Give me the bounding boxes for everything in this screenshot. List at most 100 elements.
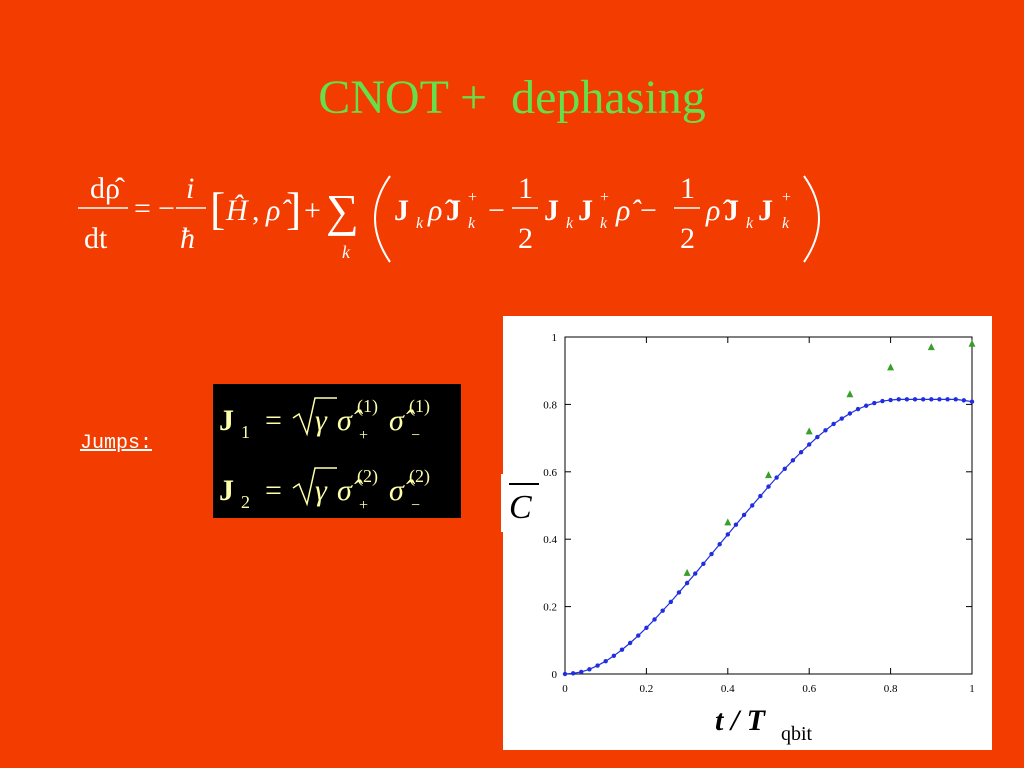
eq-J3: J xyxy=(544,194,559,227)
series-0-point xyxy=(668,599,674,605)
series-1-triangle xyxy=(683,568,691,576)
jump-operators-box: J 1 = γ σ̂ (1) + σ̂ (1) − J 2 = γ σ̂ (2)… xyxy=(213,384,461,518)
x-tick-label: 0.8 xyxy=(884,683,898,695)
series-0-point xyxy=(798,450,804,455)
series-1-triangle xyxy=(805,427,813,435)
series-0-point xyxy=(709,551,714,557)
series-1-triangle xyxy=(927,343,935,351)
series-0-point xyxy=(579,669,584,675)
jump1-sup-minus: (1) xyxy=(409,396,430,417)
eq-i: i xyxy=(186,172,194,205)
series-0-point xyxy=(652,617,657,622)
series-0-point xyxy=(725,532,730,537)
eq-two1: 2 xyxy=(518,222,533,255)
jump1-sup-plus: (1) xyxy=(357,396,378,417)
series-0-point xyxy=(758,493,763,499)
eq-minus2: − xyxy=(488,194,505,227)
eq-J5: J xyxy=(724,194,739,227)
series-0-point xyxy=(831,421,836,427)
series-0-point xyxy=(733,522,739,527)
eq-rho3: ρ̂ xyxy=(615,194,642,227)
series-0-point xyxy=(595,663,600,668)
slide-title: CNOT + dephasing xyxy=(318,71,706,124)
eq-two2: 2 xyxy=(680,222,695,255)
jump1-gamma: γ xyxy=(315,404,328,437)
series-0-point xyxy=(896,397,901,402)
x-tick-label: 0.2 xyxy=(640,683,654,695)
y-tick-label: 1 xyxy=(552,332,558,344)
eq-sum-index: k xyxy=(342,242,351,262)
chart-panel: 0 0.2 0.4 0.6 0.8 1 0 0.2 0.4 0.6 0.8 1 xyxy=(503,316,992,750)
eq-k6: k xyxy=(782,215,790,232)
series-0-point xyxy=(782,466,787,471)
master-equation: dρ̂ dt = − i ħ [ Ĥ , ρ̂ ] + ∑ k J k ρ̂ J… xyxy=(78,172,820,263)
series-1-triangle xyxy=(968,339,976,347)
eq-lhs-num: dρ̂ xyxy=(90,172,125,205)
jump2-gamma: γ xyxy=(315,474,328,507)
eq-k3: k xyxy=(566,215,574,232)
series-0-point xyxy=(920,397,926,402)
eq-hamiltonian: Ĥ xyxy=(225,194,250,227)
series-0-point xyxy=(904,397,910,402)
eq-dag3: + xyxy=(782,189,791,206)
jump1-eq: = xyxy=(265,404,282,437)
series-0-point xyxy=(676,590,682,595)
y-tick-label: 0.6 xyxy=(543,467,557,479)
series-0-point xyxy=(872,400,877,406)
eq-one1: 1 xyxy=(518,172,533,205)
eq-comma: , xyxy=(252,194,260,227)
series-0-point xyxy=(945,397,950,402)
y-axis-ticks: 0 0.2 0.4 0.6 0.8 1 xyxy=(543,332,972,681)
series-0-point xyxy=(839,416,844,421)
series-0-line xyxy=(564,398,973,675)
jump2-sup-plus: (2) xyxy=(357,466,378,487)
eq-one2: 1 xyxy=(680,172,695,205)
series-0-point xyxy=(562,671,568,677)
y-tick-label: 0.4 xyxy=(543,534,557,546)
jump2-sup-minus: (2) xyxy=(409,466,430,487)
series-1-triangle xyxy=(724,518,732,526)
series-0-point xyxy=(863,403,869,408)
concurrence-chart: 0 0.2 0.4 0.6 0.8 1 0 0.2 0.4 0.6 0.8 1 xyxy=(543,332,976,695)
jump2-sub: 2 xyxy=(241,492,250,512)
x-tick-label: 1 xyxy=(969,683,975,695)
eq-J1: J xyxy=(394,194,409,227)
y-tick-label: 0 xyxy=(552,669,558,681)
series-1-triangle xyxy=(846,390,854,398)
series-1-triangle xyxy=(887,363,895,371)
x-axis-ticks: 0 0.2 0.4 0.6 0.8 1 xyxy=(562,337,975,695)
eq-equals: = xyxy=(134,192,151,225)
series-0-point xyxy=(570,671,576,676)
series-0-point xyxy=(880,398,885,404)
jump1-sub-minus: − xyxy=(411,427,420,444)
eq-k4: k xyxy=(600,215,608,232)
series-0-point xyxy=(912,397,918,402)
series-0-point xyxy=(603,658,608,664)
plot-frame xyxy=(564,336,973,675)
series-0-point xyxy=(587,667,592,672)
eq-J6: J xyxy=(758,194,773,227)
series-0-point xyxy=(953,397,958,402)
series-0-point xyxy=(855,406,861,412)
y-tick-label: 0.8 xyxy=(543,399,557,411)
x-axis-label-sub: qbit xyxy=(781,723,813,745)
series-0-point xyxy=(815,434,820,440)
jump-operators-formula: J 1 = γ σ̂ (1) + σ̂ (1) − J 2 = γ σ̂ (2)… xyxy=(219,396,430,514)
series-0-point xyxy=(961,398,967,403)
series-0-point xyxy=(701,561,706,567)
series-0-point xyxy=(969,399,975,404)
series-layer xyxy=(562,339,976,677)
eq-dag2: + xyxy=(600,189,609,206)
jump1-sub: 1 xyxy=(241,422,250,442)
series-1-triangle xyxy=(765,471,772,479)
series-0-point xyxy=(660,608,665,613)
eq-hbar: ħ xyxy=(180,222,195,255)
ylabel-panel: C xyxy=(501,474,541,532)
eq-J4: J xyxy=(578,194,593,227)
jump2-sub-plus: + xyxy=(359,497,368,514)
series-0-point xyxy=(611,653,617,659)
series-0-point xyxy=(741,512,747,518)
series-0-point xyxy=(823,428,828,433)
series-0-point xyxy=(693,571,698,576)
x-axis-label: t / T xyxy=(715,704,767,737)
